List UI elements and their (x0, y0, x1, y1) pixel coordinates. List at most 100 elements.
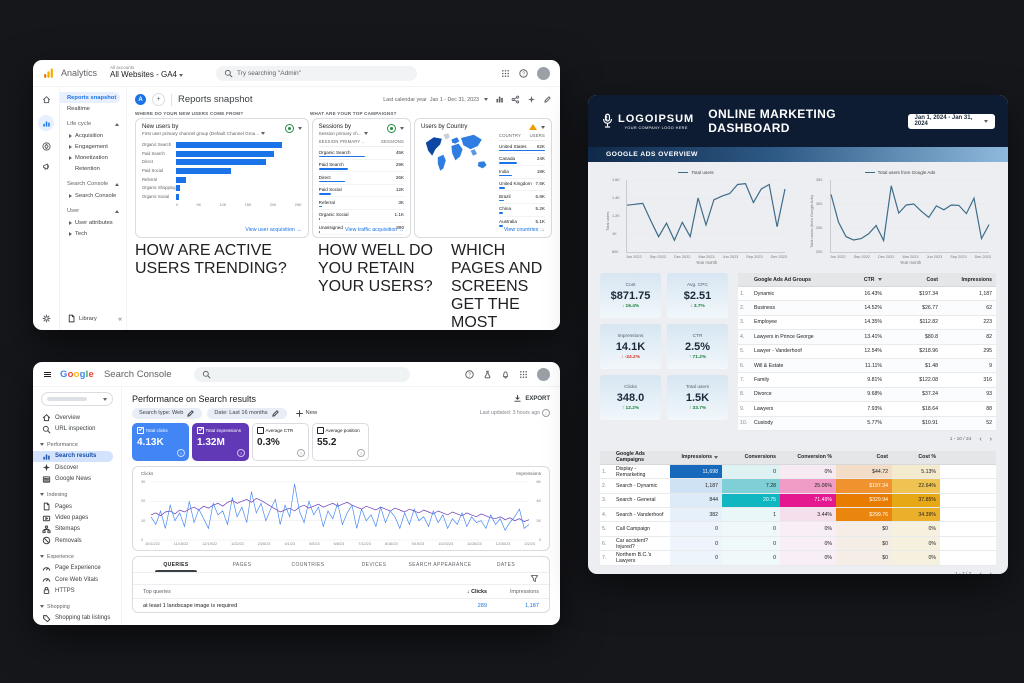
search-type-chip[interactable]: Search type: Web (132, 407, 203, 419)
view-traffic-acquisition-link[interactable]: View traffic acquisition → (345, 227, 404, 233)
tab-pages[interactable]: PAGES (232, 561, 252, 568)
nav-section-experience[interactable]: Experience (33, 551, 121, 563)
list-item[interactable]: Organic Search 45K (318, 147, 404, 160)
list-item[interactable]: Canada 24K (499, 154, 545, 167)
tab-search-appearance[interactable]: SEARCH APPEARANCE (408, 561, 472, 568)
list-item[interactable]: Referral 3K (318, 197, 404, 210)
nav-section-user[interactable]: User (60, 205, 126, 217)
column-header[interactable]: Cost % (918, 454, 936, 461)
report-collection-badge[interactable]: A (135, 94, 146, 105)
export-button[interactable]: EXPORT (513, 394, 550, 403)
list-item[interactable]: United States 62K (499, 141, 545, 154)
list-item[interactable]: Unassigned 890 (318, 223, 404, 236)
sidebar-item-library[interactable]: Library (67, 314, 97, 323)
sidebar-item-google-news[interactable]: Google News (33, 474, 121, 485)
prev-page-button[interactable]: ‹ (979, 571, 981, 574)
apps-grid-icon[interactable] (501, 69, 510, 78)
sort-clicks-header[interactable]: ↓ Clicks (466, 588, 487, 595)
explore-icon[interactable] (41, 142, 51, 151)
account-switcher[interactable]: All accounts All Websites - GA4 (110, 65, 183, 80)
filter-funnel-icon[interactable] (530, 574, 539, 583)
sidebar-item-monetization[interactable]: Monetization (60, 152, 126, 163)
list-item[interactable]: Organic Social 1.1K (318, 210, 404, 223)
tab-countries[interactable]: COUNTRIES (291, 561, 325, 568)
metric-card[interactable]: Average position 55.2? (312, 423, 369, 461)
view-user-acquisition-link[interactable]: View user acquisition → (245, 227, 302, 233)
nav-section-indexing[interactable]: Indexing (33, 489, 121, 501)
search-labs-icon[interactable] (483, 370, 492, 379)
next-page-button[interactable]: › (990, 571, 992, 574)
avatar[interactable] (537, 367, 550, 381)
date-range-picker[interactable]: Jan 1, 2024 - Jan 31, 2024 (907, 113, 995, 129)
next-page-button[interactable]: › (989, 435, 992, 443)
new-filter-button[interactable]: New (295, 409, 317, 418)
sidebar-item-user-attributes[interactable]: User attributes (60, 217, 126, 228)
list-item[interactable]: Australia 5.1K (499, 217, 545, 230)
checkbox[interactable] (317, 427, 324, 434)
gsc-search-input[interactable] (193, 366, 410, 382)
column-header[interactable]: CTR (840, 277, 886, 283)
collapse-sidebar-icon[interactable]: « (118, 316, 122, 323)
metric-card[interactable]: Total clicks 4.13K? (132, 423, 189, 461)
tab-queries[interactable]: QUERIES (143, 557, 209, 572)
column-header[interactable]: Conversions (744, 454, 776, 461)
sidebar-item-tech[interactable]: Tech (60, 228, 126, 239)
info-icon[interactable]: ? (237, 449, 245, 457)
sidebar-item-realtime[interactable]: Realtime (67, 105, 90, 112)
metric-card[interactable]: Average CTR 0.3%? (252, 423, 309, 461)
tab-devices[interactable]: DEVICES (361, 561, 387, 568)
insights-icon[interactable] (527, 95, 536, 104)
sidebar-item-sitemaps[interactable]: Sitemaps (33, 524, 121, 535)
notifications-bell-icon[interactable] (501, 370, 510, 379)
sidebar-item-https[interactable]: HTTPS (33, 585, 121, 596)
view-countries-link[interactable]: View countries → (503, 227, 545, 233)
add-report-button[interactable]: + (152, 93, 165, 106)
sidebar-item-search-results[interactable]: Search results (33, 450, 113, 463)
warning-icon[interactable] (529, 124, 537, 130)
ga4-search-input[interactable]: Try searching "Admin" (216, 65, 417, 81)
checkbox[interactable] (197, 427, 204, 434)
info-icon[interactable]: ? (357, 449, 365, 457)
sidebar-item-removals[interactable]: Removals (33, 535, 121, 546)
hamburger-menu-icon[interactable] (43, 370, 52, 379)
column-header[interactable]: Cost (876, 454, 888, 461)
home-icon[interactable] (42, 95, 51, 104)
property-selector[interactable] (41, 392, 113, 406)
checkbox[interactable] (257, 427, 264, 434)
admin-gear-icon[interactable] (42, 314, 51, 323)
nav-section-life-cycle[interactable]: Life cycle (60, 118, 126, 130)
share-icon[interactable] (511, 95, 520, 104)
sidebar-item-shopping-tab-listings[interactable]: Shopping tab listings (33, 613, 121, 624)
column-header[interactable]: Impressions (670, 451, 722, 464)
info-icon[interactable]: i (542, 409, 550, 417)
sidebar-item-engagement[interactable]: Engagement (60, 141, 126, 152)
compare-chart-icon[interactable] (495, 95, 504, 104)
prev-page-button[interactable]: ‹ (979, 435, 982, 443)
list-item[interactable]: Paid Social 12K (318, 185, 404, 198)
help-icon[interactable]: ? (465, 369, 474, 379)
nav-section-search-console[interactable]: Search Console (60, 178, 126, 190)
checkbox[interactable] (137, 427, 144, 434)
sidebar-item-pages[interactable]: Pages (33, 501, 121, 512)
date-chip[interactable]: Date: Last 16 months (207, 407, 287, 419)
metric-card[interactable]: Total impressions 1.32M? (192, 423, 249, 461)
insights-status-icon[interactable] (284, 124, 294, 133)
reports-icon[interactable] (42, 119, 51, 128)
sidebar-item-core-web-vitals[interactable]: Core Web Vitals (33, 574, 121, 585)
sidebar-item-acquisition[interactable]: Acquisition (60, 130, 126, 141)
edit-icon[interactable] (543, 95, 552, 104)
advertising-icon[interactable] (42, 162, 51, 171)
help-icon[interactable]: ? (519, 68, 528, 78)
list-item[interactable]: India 18K (499, 166, 545, 179)
list-item[interactable]: Paid Search 29K (318, 160, 404, 173)
apps-grid-icon[interactable] (519, 370, 528, 379)
date-range-picker[interactable]: Last calendar year Jan 1 - Dec 31, 2023 (383, 97, 488, 103)
table-row[interactable]: at least 1 landscape image is required 2… (143, 602, 539, 609)
nav-section-performance[interactable]: Performance (33, 439, 121, 451)
list-item[interactable]: China 5.2K (499, 204, 545, 217)
avatar[interactable] (537, 66, 550, 80)
sidebar-item-retention[interactable]: Retention (60, 163, 126, 174)
nav-section-shopping[interactable]: Shopping (33, 601, 121, 613)
sidebar-item-url-inspection[interactable]: URL inspection (33, 423, 121, 434)
info-icon[interactable]: ? (297, 449, 305, 457)
